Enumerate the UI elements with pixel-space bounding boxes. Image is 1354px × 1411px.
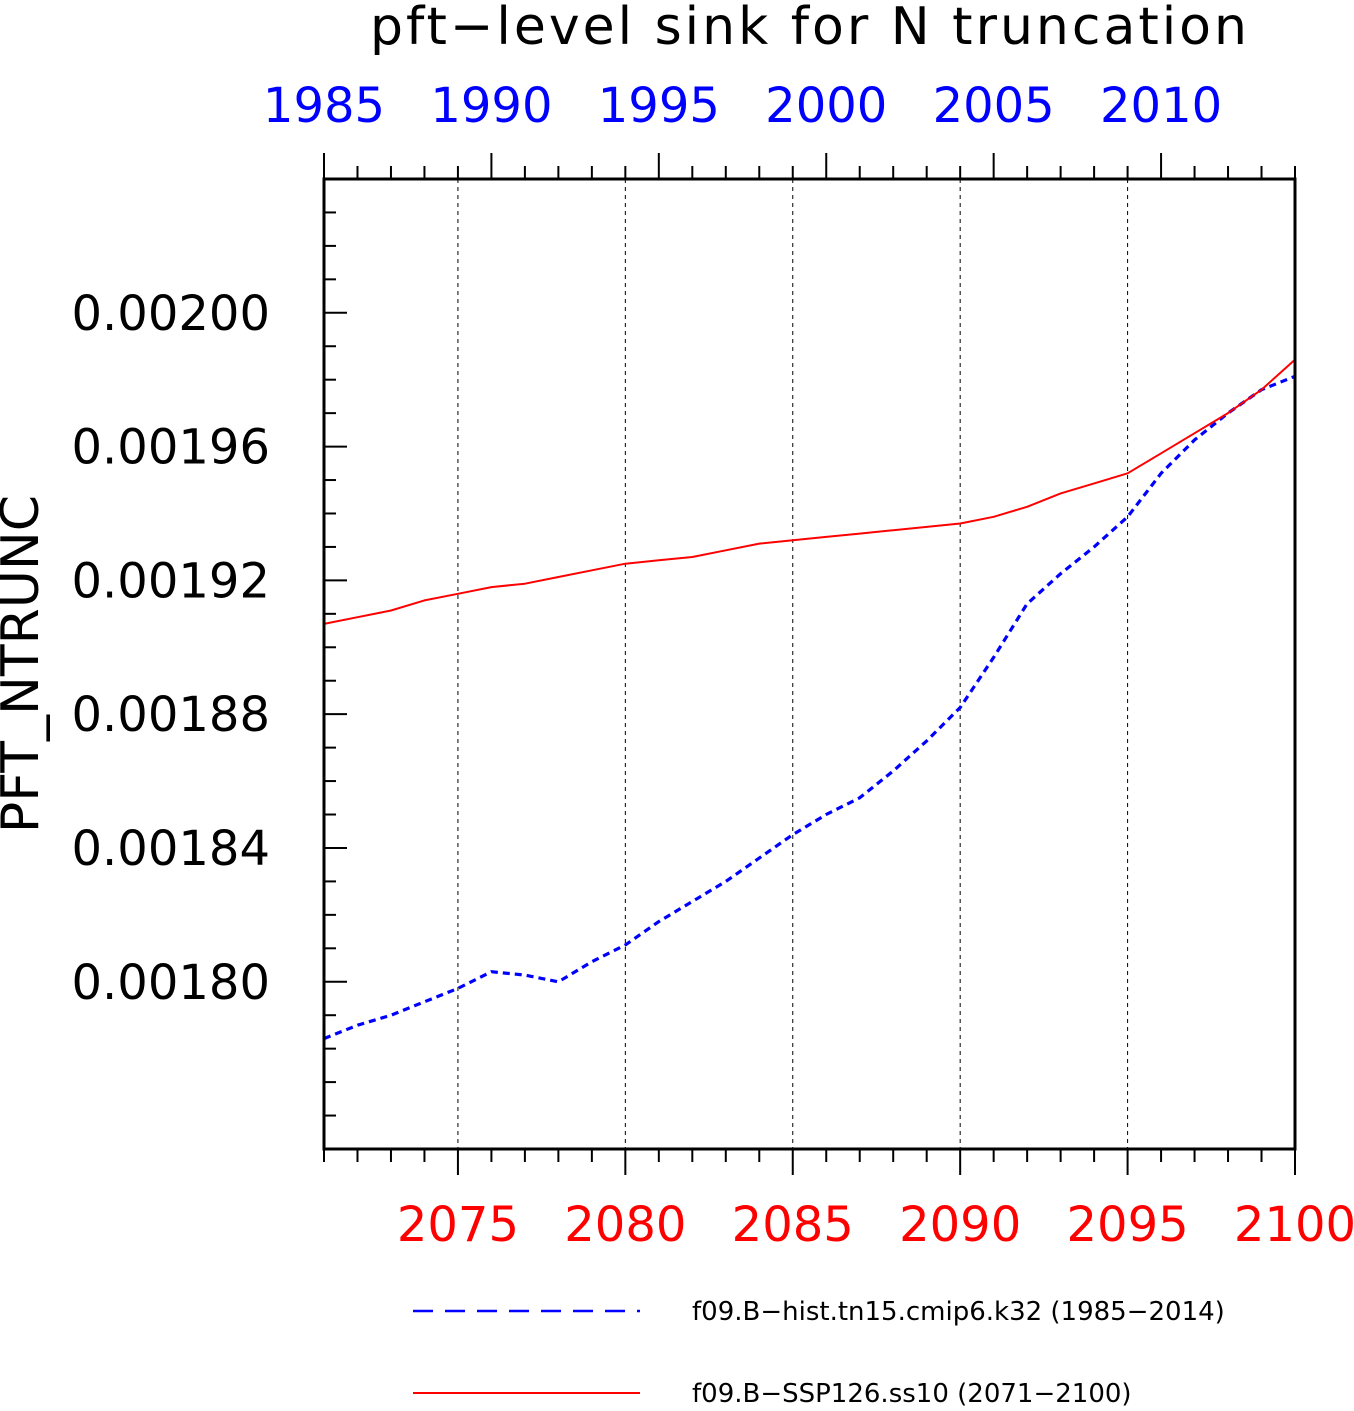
x-bottom-tick-label: 2080 [564,1197,686,1253]
x-top-tick-label: 1985 [263,78,385,134]
y-tick-label: 0.00200 [72,286,271,342]
series-line [324,376,1295,1038]
y-tick-label: 0.00188 [72,687,271,743]
legend-label: f09.B−SSP126.ss10 (2071−2100) [692,1379,1132,1407]
y-axis-label: PFT_NTRUNC [0,495,51,833]
x-bottom-tick-label: 2090 [899,1197,1021,1253]
x-top-tick-label: 2000 [765,78,887,134]
grid-lines [458,179,1128,1149]
axes: 0.00180 0.00184 0.00188 0.00192 0.00196 0.002… [72,78,1354,1253]
y-tick-label: 0.00180 [72,955,271,1011]
legend-label: f09.B−hist.tn15.cmip6.k32 (1985−2014) [692,1297,1225,1327]
legend: f09.B−hist.tn15.cmip6.k32 (1985−2014) f09… [413,1297,1225,1407]
x-top-tick-label: 1990 [430,78,552,134]
x-bottom-tick-label: 2085 [732,1197,854,1253]
plot-frame [324,179,1295,1149]
x-top-tick-label: 2005 [933,78,1055,134]
x-top-tick-label: 1995 [598,78,720,134]
x-bottom-tick-label: 2095 [1067,1197,1189,1253]
x-top-tick-label: 2010 [1100,78,1222,134]
x-bottom-tick-label: 2075 [397,1197,519,1253]
chart-title: pft−level sink for N truncation [370,0,1250,57]
y-tick-label: 0.00184 [72,821,271,877]
series-lines [324,360,1295,1039]
x-bottom-tick-label: 2100 [1234,1197,1354,1253]
y-tick-label: 0.00196 [72,420,271,476]
y-tick-label: 0.00192 [72,553,271,609]
series-line [324,360,1295,624]
